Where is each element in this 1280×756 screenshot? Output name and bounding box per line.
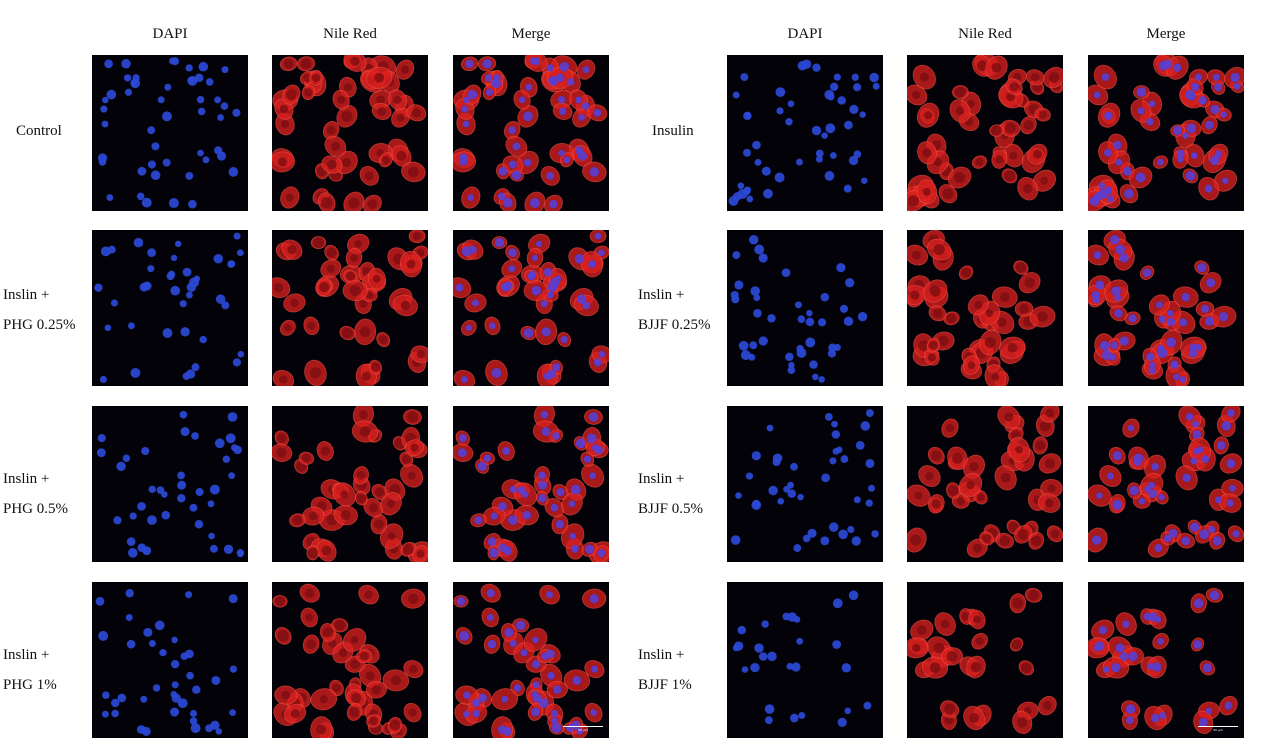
micrograph-image: [92, 55, 248, 211]
right-panel-merge-row-1: [1088, 55, 1244, 211]
left-row-label-phg-025: Inslin + PHG 0.25%: [3, 280, 76, 340]
micrograph-image: [92, 406, 248, 562]
row-label-line: PHG 0.5%: [3, 494, 68, 524]
right-panel-dapi-row-3: [727, 406, 883, 562]
left-panel-merge-row-4: 50 μm: [453, 582, 609, 738]
micrograph-image: [727, 406, 883, 562]
left-panel-nile-row-3: [272, 406, 428, 562]
left-row-label-phg-05: Inslin + PHG 0.5%: [3, 464, 68, 524]
micrograph-image: [453, 582, 609, 738]
micrograph-image: [907, 230, 1063, 386]
scale-bar: 50 μm: [563, 726, 603, 734]
right-panel-nile-row-2: [907, 230, 1063, 386]
micrograph-image: [272, 582, 428, 738]
left-panel-merge-row-3: [453, 406, 609, 562]
micrograph-image: [907, 55, 1063, 211]
micrograph-image: [1088, 230, 1244, 386]
right-col-header-dapi: DAPI: [727, 26, 883, 43]
micrograph-image: [92, 230, 248, 386]
row-label-line: BJJF 0.5%: [638, 494, 703, 524]
micrograph-image: [1088, 55, 1244, 211]
left-panel-nile-row-4: [272, 582, 428, 738]
row-label-line: Inslin +: [3, 280, 76, 310]
right-panel-merge-row-4: 50 μm: [1088, 582, 1244, 738]
micrograph-image: [272, 55, 428, 211]
row-label-line: Inslin +: [638, 640, 692, 670]
scale-bar-line: [1198, 726, 1238, 727]
row-label-line: Inslin +: [3, 640, 57, 670]
micrograph-image: [727, 55, 883, 211]
right-panel-dapi-row-1: [727, 55, 883, 211]
scale-bar-label: 50 μm: [563, 728, 603, 732]
right-col-header-merge: Merge: [1088, 26, 1244, 43]
row-label-line: Control: [16, 116, 62, 146]
micrograph-image: [727, 230, 883, 386]
left-row-label-control: Control: [16, 116, 62, 146]
left-panel-nile-row-1: [272, 55, 428, 211]
left-panel-dapi-row-2: [92, 230, 248, 386]
micrograph-image: [907, 406, 1063, 562]
right-row-label-bjjf-05: Inslin + BJJF 0.5%: [638, 464, 703, 524]
micrograph-image: [1088, 406, 1244, 562]
left-row-label-phg-1: Inslin + PHG 1%: [3, 640, 57, 700]
left-panel-merge-row-2: [453, 230, 609, 386]
right-panel-nile-row-3: [907, 406, 1063, 562]
row-label-line: PHG 0.25%: [3, 310, 76, 340]
row-label-line: Insulin: [652, 116, 694, 146]
left-col-header-dapi: DAPI: [92, 26, 248, 43]
right-col-header-nile-red: Nile Red: [907, 26, 1063, 43]
left-col-header-merge: Merge: [453, 26, 609, 43]
micrograph-image: [272, 406, 428, 562]
micrograph-image: [453, 55, 609, 211]
scale-bar: 50 μm: [1198, 726, 1238, 734]
row-label-line: PHG 1%: [3, 670, 57, 700]
micrograph-image: [1088, 582, 1244, 738]
right-panel-dapi-row-4: [727, 582, 883, 738]
left-col-header-nile-red: Nile Red: [272, 26, 428, 43]
left-panel-dapi-row-3: [92, 406, 248, 562]
micrograph-image: [727, 582, 883, 738]
right-row-label-bjjf-1: Inslin + BJJF 1%: [638, 640, 692, 700]
row-label-line: BJJF 1%: [638, 670, 692, 700]
left-panel-merge-row-1: [453, 55, 609, 211]
right-panel-merge-row-3: [1088, 406, 1244, 562]
micrograph-image: [92, 582, 248, 738]
right-panel-dapi-row-2: [727, 230, 883, 386]
right-panel-nile-row-4: [907, 582, 1063, 738]
left-panel-dapi-row-4: [92, 582, 248, 738]
micrograph-image: [453, 406, 609, 562]
row-label-line: Inslin +: [3, 464, 68, 494]
left-panel-dapi-row-1: [92, 55, 248, 211]
micrograph-image: [272, 230, 428, 386]
micrograph-image: [453, 230, 609, 386]
right-panel-merge-row-2: [1088, 230, 1244, 386]
row-label-line: Inslin +: [638, 280, 711, 310]
row-label-line: Inslin +: [638, 464, 703, 494]
scale-bar-label: 50 μm: [1198, 728, 1238, 732]
micrograph-image: [907, 582, 1063, 738]
right-row-label-bjjf-025: Inslin + BJJF 0.25%: [638, 280, 711, 340]
scale-bar-line: [563, 726, 603, 727]
row-label-line: BJJF 0.25%: [638, 310, 711, 340]
right-row-label-insulin: Insulin: [652, 116, 694, 146]
left-panel-nile-row-2: [272, 230, 428, 386]
right-panel-nile-row-1: [907, 55, 1063, 211]
